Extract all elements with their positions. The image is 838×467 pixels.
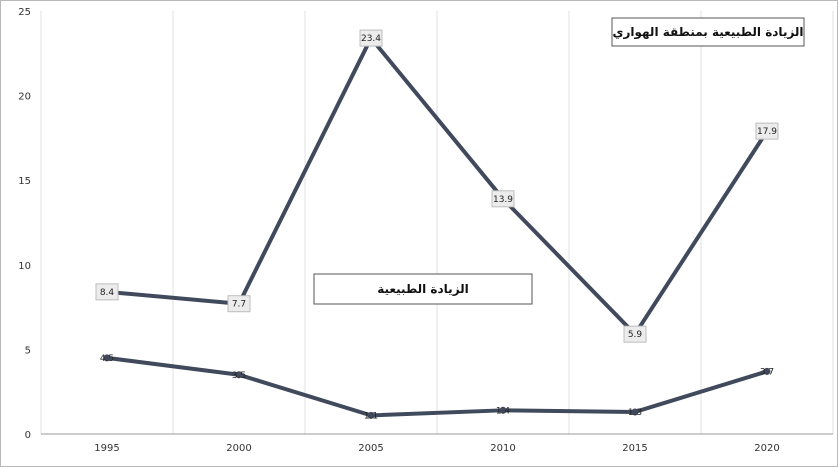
data-label: 23.4 [361, 34, 381, 44]
x-tick-label: 2010 [490, 443, 515, 454]
y-tick-label: 15 [18, 176, 31, 187]
data-label: 1.3 [628, 408, 642, 418]
data-point [103, 354, 111, 362]
grid-lines [40, 11, 834, 434]
data-label: 3.7 [760, 367, 774, 377]
data-label: 3.5 [232, 371, 246, 381]
series-line-2 [105, 355, 769, 418]
x-tick-label: 2020 [754, 443, 779, 454]
series-1: 8.4 7.7 23.4 13.9 5.9 17.9 [95, 29, 779, 343]
x-tick-label: 2005 [358, 443, 383, 454]
data-label-box [227, 295, 251, 313]
data-label-box [95, 283, 119, 301]
data-label: 4.5 [100, 354, 114, 364]
y-tick-label: 20 [18, 92, 31, 103]
data-point [631, 408, 639, 416]
y-tick-label: 5 [25, 345, 31, 356]
data-label: 5.9 [628, 330, 643, 340]
x-tick-label: 2000 [226, 443, 251, 454]
data-label-box [359, 29, 383, 47]
data-point [763, 367, 771, 375]
data-label: 1.4 [496, 406, 511, 416]
y-tick-label: 10 [18, 261, 31, 272]
data-point [235, 371, 243, 379]
series-lines: 8.4 7.7 23.4 13.9 5.9 17.9 4.5 3.5 1.1 1.4 1.3 3.7 [95, 29, 779, 422]
annotation-box: الزيادة الطبيعية [313, 273, 533, 305]
y-tick-labels: 0 5 10 15 20 25 [18, 7, 31, 441]
data-label: 8.4 [100, 288, 115, 298]
y-tick-label: 25 [18, 7, 31, 18]
data-label: 13.9 [493, 195, 513, 205]
x-tick-label: 1995 [94, 443, 119, 454]
data-point [499, 406, 507, 414]
data-label-box [491, 190, 515, 208]
y-tick-label: 0 [25, 430, 31, 441]
data-label: 1.1 [364, 411, 378, 421]
data-label-box [623, 325, 647, 343]
chart-title-box: الزيادة الطبيعية بمنطقة الهواري [611, 17, 805, 47]
series-line-1 [105, 36, 769, 337]
x-tick-label: 2015 [622, 443, 647, 454]
x-tick-labels: 1995 2000 2005 2010 2015 2020 [94, 443, 779, 454]
chart-title: الزيادة الطبيعية بمنطقة الهواري [612, 25, 803, 40]
annotation-label: الزيادة الطبيعية [377, 282, 469, 296]
data-point [367, 411, 375, 419]
data-label: 7.7 [232, 300, 246, 310]
data-label-box [755, 122, 779, 140]
series-2: 4.5 3.5 1.1 1.4 1.3 3.7 [100, 354, 774, 422]
data-label: 17.9 [757, 127, 777, 137]
